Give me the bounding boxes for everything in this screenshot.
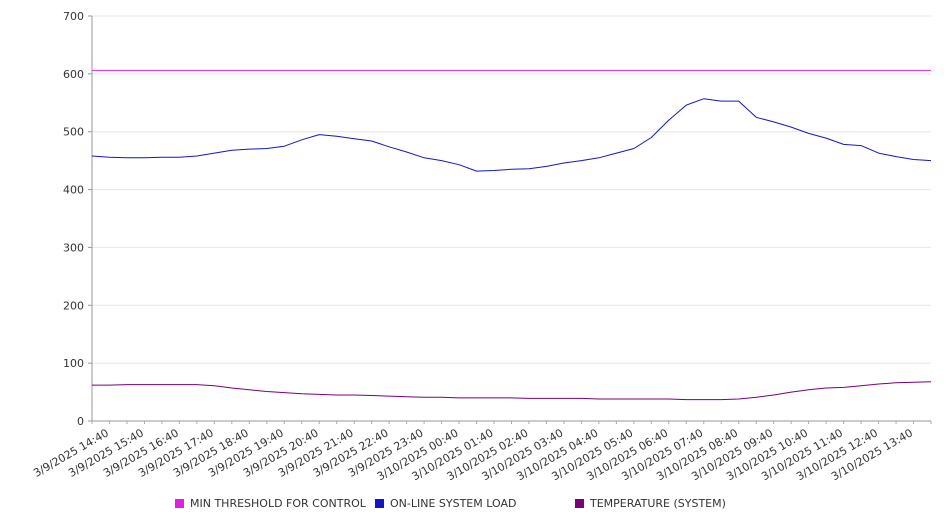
y-tick-label: 600 [63, 68, 84, 81]
axes [91, 16, 931, 422]
y-tick-label: 200 [63, 299, 84, 312]
x-axis-ticks: 3/9/2025 14:403/9/2025 15:403/9/2025 16:… [31, 421, 932, 483]
y-axis-ticks: 0 100 200 300 400 500 600 700 [63, 10, 92, 428]
series-line-1 [91, 98, 932, 172]
legend-label: TEMPERATURE (SYSTEM) [590, 497, 726, 510]
series-line-2 [92, 381, 932, 401]
legend-item-min-threshold: MIN THRESHOLD FOR CONTROL [175, 497, 366, 510]
y-tick-label: 400 [63, 184, 84, 197]
series-lines [91, 69, 932, 401]
y-tick-label: 300 [63, 241, 84, 254]
legend-item-temperature: TEMPERATURE (SYSTEM) [575, 497, 726, 510]
y-tick-label: 500 [63, 126, 84, 139]
legend-swatch [375, 499, 384, 508]
legend-label: MIN THRESHOLD FOR CONTROL [190, 497, 366, 510]
legend-label: ON-LINE SYSTEM LOAD [390, 497, 517, 510]
y-tick-label: 0 [77, 415, 84, 428]
legend-swatch [575, 499, 584, 508]
legend-item-system-load: ON-LINE SYSTEM LOAD [375, 497, 516, 510]
y-tick-label: 700 [63, 10, 84, 23]
legend: MIN THRESHOLD FOR CONTROL ON-LINE SYSTEM… [0, 497, 946, 515]
legend-swatch [175, 499, 184, 508]
y-tick-label: 100 [63, 357, 84, 370]
gridlines [92, 15, 931, 364]
